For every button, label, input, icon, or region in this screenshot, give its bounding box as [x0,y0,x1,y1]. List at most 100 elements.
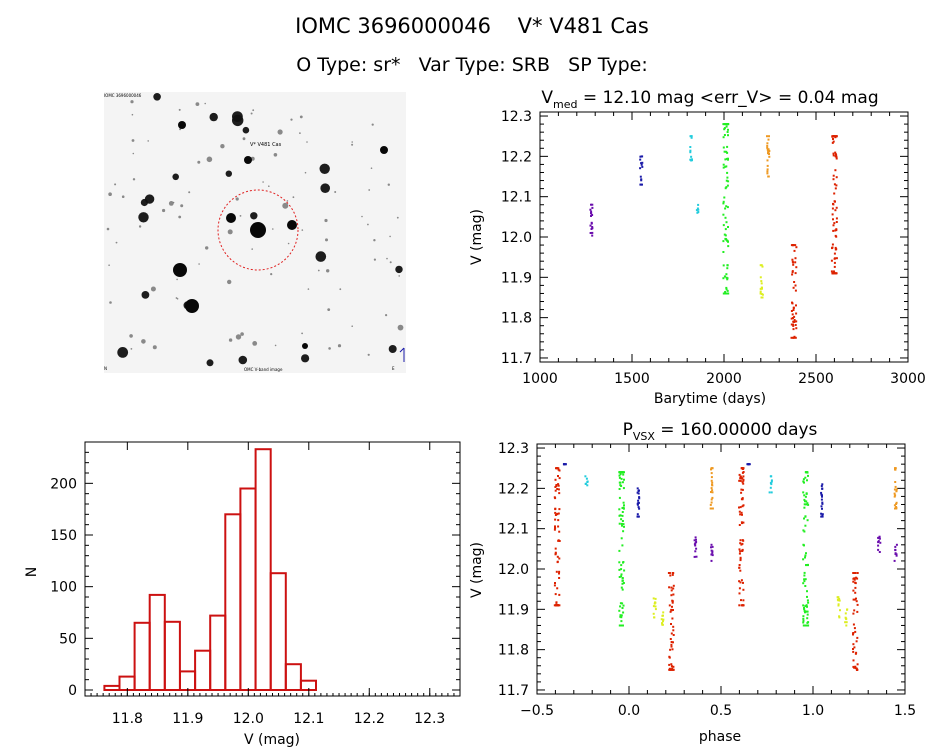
data-point [710,467,713,470]
star-dot [319,163,330,174]
data-point [711,550,714,553]
data-point [619,514,622,517]
data-cluster [695,203,700,214]
star-dot [131,139,135,142]
finder-corner-label-br: E [392,366,395,371]
data-point [791,301,793,304]
data-point [722,277,725,280]
data-point [803,606,805,609]
histogram-bar [239,487,257,691]
data-point [725,292,728,295]
finder-chart-image: V* V481 Cas IOMC 3696000046 N OMC V-band… [104,92,406,373]
bright-star-dot [302,343,308,349]
data-cluster [759,264,764,299]
data-point [554,553,557,556]
data-point [694,544,697,547]
data-point [711,483,713,486]
data-point [895,506,898,509]
data-point [760,286,763,289]
star-dot [339,288,342,291]
data-point [726,171,729,174]
light-curve-title: Vmed = 12.10 mag <err_V> = 0.04 mag [541,88,878,111]
data-cluster [584,475,589,487]
data-point [832,178,835,181]
figure-title: IOMC 3696000046 V* V481 Cas [295,14,649,38]
data-point [618,474,621,477]
data-point [854,665,857,668]
data-point [877,544,880,547]
data-point [621,624,624,627]
data-point [805,503,808,506]
data-cluster [852,572,859,671]
data-point [637,501,640,504]
x-tick-label: 2000 [706,371,742,387]
data-point [620,620,623,623]
bright-star-dot [380,146,388,154]
data-point [711,507,714,510]
data-point [725,165,728,168]
data-point [555,467,558,470]
data-cluster [738,467,745,607]
y-tick-label: 12.1 [498,522,529,538]
data-point [832,154,835,157]
data-point [766,135,768,138]
star-dot [397,324,404,331]
data-point [725,286,728,289]
data-point [854,630,857,633]
data-point [893,495,896,498]
data-point [558,570,561,573]
data-point [589,224,592,227]
star-dot [262,181,264,183]
x-tick-label: 12.3 [414,711,445,727]
data-point [742,478,745,481]
data-point [844,621,847,624]
data-point [853,577,856,580]
data-point [711,554,714,557]
star-dot [132,178,136,181]
data-point [806,613,809,616]
data-point [622,507,625,510]
data-point [767,148,770,151]
data-point [766,168,769,171]
data-point [766,142,769,145]
data-point [724,216,727,219]
star-dot [370,167,373,169]
data-point [724,237,727,240]
star-dot [227,279,232,285]
data-cluster [802,471,810,627]
data-point [769,486,772,489]
data-point [671,617,674,620]
data-point [672,584,675,587]
star-dot [282,202,289,209]
data-point [620,575,623,578]
x-tick-label: 11.9 [172,711,203,727]
data-point [832,218,834,221]
star-dot [228,338,233,342]
data-point [725,186,728,189]
star-dot [301,354,310,363]
data-point [740,579,743,582]
data-point [855,600,858,603]
data-point [668,586,671,589]
data-point [832,203,835,206]
data-point [845,617,848,620]
x-tick-label: 1000 [522,371,558,387]
data-point [821,502,824,505]
data-point [831,213,834,216]
histogram-axes-frame [84,441,461,697]
star-dot [206,156,213,163]
data-point [554,486,557,488]
data-point [878,551,881,553]
star-dot [367,353,370,356]
data-point [760,296,763,299]
data-point [727,128,729,131]
data-point [802,621,805,624]
data-point [558,604,561,607]
data-point [621,579,624,582]
data-point [838,599,841,602]
data-point [766,164,769,167]
data-point [803,494,806,497]
data-point [554,478,557,481]
data-point [856,572,859,574]
star-dot [144,194,155,204]
